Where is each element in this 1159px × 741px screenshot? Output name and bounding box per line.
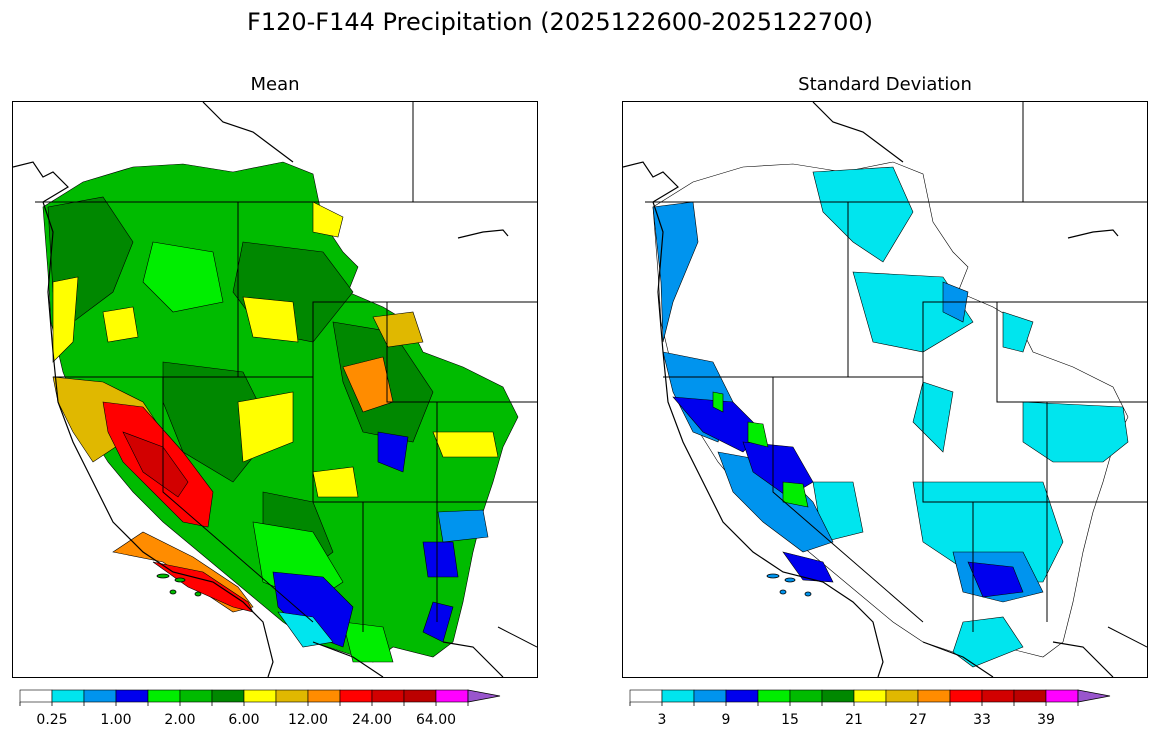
mean-colorbar-cells — [19, 689, 469, 703]
colorbar-cell — [339, 689, 373, 703]
stddev-colorbar-arrow — [1077, 689, 1111, 703]
colorbar-cell — [51, 689, 85, 703]
mean-map-islands — [156, 573, 202, 597]
colorbar-cell — [693, 689, 727, 703]
mean-map — [12, 101, 538, 678]
colorbar-tick-label: 21 — [845, 712, 863, 728]
colorbar-cell — [371, 689, 405, 703]
colorbar-cell — [1045, 689, 1079, 703]
colorbar-tick-label: 64.00 — [416, 712, 456, 728]
colorbar-cell — [949, 689, 983, 703]
colorbar-cell — [789, 689, 823, 703]
stddev-map — [622, 101, 1148, 678]
colorbar-cell — [147, 689, 181, 703]
colorbar-cell — [981, 689, 1015, 703]
mean-map-canvas — [13, 102, 537, 677]
mean-map-coastline — [13, 102, 509, 677]
colorbar-cell — [115, 689, 149, 703]
mean-panel-title: Mean — [250, 74, 300, 95]
figure-title: F120-F144 Precipitation (2025122600-2025… — [247, 8, 873, 36]
mean-map-state-lines — [35, 102, 537, 648]
colorbar-cell — [757, 689, 791, 703]
colorbar-cell — [725, 689, 759, 703]
colorbar-cell — [211, 689, 245, 703]
stddev-map-coastline — [623, 102, 1119, 677]
colorbar-tick-label: 27 — [909, 712, 927, 728]
colorbar-cell — [661, 689, 695, 703]
colorbar-tick-label: 15 — [781, 712, 799, 728]
colorbar-tick-label: 12.00 — [288, 712, 328, 728]
colorbar-cell — [435, 689, 469, 703]
stddev-colorbar: 3 9 15 21 27 33 39 — [629, 689, 1111, 728]
colorbar-tick-label: 33 — [973, 712, 991, 728]
colorbar-tick-label: 3 — [658, 712, 667, 728]
colorbar-tick-label: 24.00 — [352, 712, 392, 728]
colorbar-cell — [629, 689, 663, 703]
stddev-map-islands — [766, 573, 812, 597]
colorbar-cell — [275, 689, 309, 703]
colorbar-tick-label: 1.00 — [100, 712, 131, 728]
colorbar-cell — [885, 689, 919, 703]
stddev-colorbar-tick-labels: 3 9 15 21 27 33 39 — [658, 712, 1055, 728]
stddev-colorbar-cells — [629, 689, 1079, 703]
mean-colorbar-tick-labels: 0.25 1.00 2.00 6.00 12.00 24.00 64.00 — [36, 712, 456, 728]
colorbar-tick-label: 39 — [1037, 712, 1055, 728]
colorbar-cell — [403, 689, 437, 703]
colorbar-cell — [19, 689, 53, 703]
colorbar-cell — [83, 689, 117, 703]
colorbar-tick-label: 6.00 — [228, 712, 259, 728]
colorbar-tick-label: 2.00 — [164, 712, 195, 728]
colorbar-cell — [1013, 689, 1047, 703]
colorbar-cell — [307, 689, 341, 703]
colorbar-cell — [179, 689, 213, 703]
colorbar-tick-label: 9 — [722, 712, 731, 728]
stddev-colorbar-ticks — [629, 702, 1079, 706]
mean-map-basins — [42, 161, 519, 663]
mean-colorbar-ticks — [19, 702, 469, 706]
mean-colorbar-arrow — [467, 689, 501, 703]
colorbar-cell — [821, 689, 855, 703]
stddev-map-state-lines — [645, 102, 1147, 648]
colorbar-tick-label: 0.25 — [36, 712, 67, 728]
colorbar-cell — [853, 689, 887, 703]
colorbar-cell — [917, 689, 951, 703]
mean-colorbar: 0.25 1.00 2.00 6.00 12.00 24.00 64.00 — [19, 689, 501, 728]
stddev-panel-title: Standard Deviation — [798, 74, 972, 95]
stddev-map-basins — [652, 161, 1129, 668]
colorbar-cell — [243, 689, 277, 703]
stddev-map-canvas — [623, 102, 1147, 677]
